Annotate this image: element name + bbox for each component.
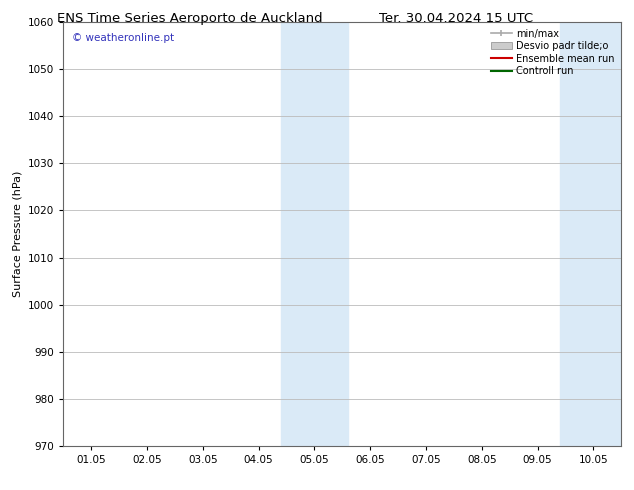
Legend: min/max, Desvio padr tilde;o, Ensemble mean run, Controll run: min/max, Desvio padr tilde;o, Ensemble m… (487, 25, 618, 80)
Bar (560, 22, 627, 446)
Y-axis label: Surface Pressure (hPa): Surface Pressure (hPa) (13, 171, 23, 297)
Text: Ter. 30.04.2024 15 UTC: Ter. 30.04.2024 15 UTC (379, 12, 534, 25)
Text: © weatheronline.pt: © weatheronline.pt (72, 33, 174, 43)
Text: ENS Time Series Aeroporto de Auckland: ENS Time Series Aeroporto de Auckland (58, 12, 323, 25)
Bar (281, 22, 348, 446)
